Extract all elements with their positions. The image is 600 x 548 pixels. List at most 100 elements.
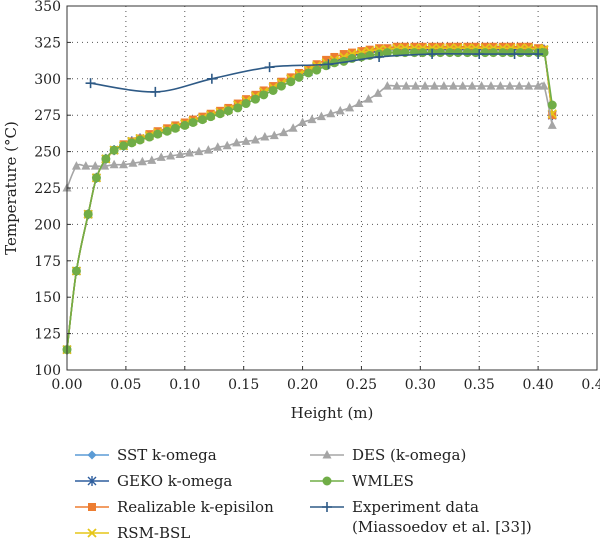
data-point [162, 126, 172, 136]
data-point [241, 136, 251, 145]
legend-item-sst-k-omega: SST k-omega [75, 446, 217, 464]
data-point [213, 142, 223, 151]
data-point [127, 138, 137, 148]
data-point [524, 81, 534, 90]
data-point [524, 42, 533, 51]
data-point [180, 120, 190, 130]
data-point [170, 123, 180, 133]
data-point [316, 111, 326, 121]
data-point [119, 159, 129, 169]
data-point [515, 48, 525, 58]
x-tick-label: 0.15 [228, 377, 259, 393]
data-point [489, 42, 498, 51]
data-point [184, 148, 194, 157]
y-tick-label: 325 [34, 35, 61, 51]
legend-label: SST k-omega [117, 446, 217, 464]
data-point [462, 48, 472, 58]
data-point [188, 117, 198, 127]
data-point [436, 42, 445, 51]
data-point [233, 103, 243, 113]
data-point [539, 48, 549, 58]
y-tick-label: 300 [34, 72, 61, 88]
series-des-k-omega [62, 81, 557, 192]
data-point [269, 130, 279, 140]
data-point [348, 48, 357, 57]
data-point [471, 42, 480, 51]
data-point [445, 48, 455, 58]
legend-marker [88, 503, 96, 511]
data-point [420, 81, 430, 90]
data-point [392, 81, 402, 90]
data-point [326, 108, 336, 118]
data-point [222, 140, 232, 150]
data-point [215, 109, 225, 119]
legend-marker [87, 476, 97, 486]
data-point [458, 81, 468, 90]
data-point [339, 50, 348, 59]
data-point [409, 48, 419, 58]
data-point [83, 209, 93, 219]
data-point [339, 56, 349, 66]
data-point [533, 49, 544, 60]
data-point [429, 81, 439, 90]
legend-label: Realizable k-episilon [117, 498, 274, 516]
legend-item-wmles: WMLES [310, 472, 414, 490]
legend-label: Experiment data (Miassoedov et al. [33]) [352, 498, 532, 536]
data-point [486, 81, 496, 90]
x-tick-label: 0.05 [110, 377, 141, 393]
y-tick-label: 150 [34, 290, 61, 306]
legend-label: RSM-BSL [117, 524, 190, 542]
legend-label: WMLES [352, 472, 414, 490]
series-wmles [62, 47, 557, 355]
data-point [382, 81, 392, 90]
data-point [312, 65, 322, 75]
data-point [279, 127, 289, 137]
data-point [481, 42, 490, 51]
data-point [71, 161, 81, 170]
legend-marker [322, 476, 332, 486]
data-point [498, 42, 507, 51]
data-point [250, 134, 260, 144]
data-point [335, 105, 345, 115]
data-point [374, 51, 385, 62]
data-point [439, 81, 449, 90]
y-tick-label: 225 [34, 181, 61, 197]
legend-label: GEKO k-omega [117, 472, 232, 490]
series-experiment-data-miassoedov-et-al-33 [85, 49, 544, 97]
y-tick-label: 250 [34, 145, 61, 161]
data-point [539, 81, 549, 90]
data-point [514, 81, 524, 90]
data-point [71, 266, 81, 276]
data-point [81, 161, 91, 170]
data-point [480, 48, 490, 58]
x-tick-label: 0.20 [287, 377, 318, 393]
data-point [241, 99, 251, 109]
legend-item-des-k-omega: DES (k-omega) [310, 446, 466, 464]
series-line [66, 43, 554, 350]
data-point [505, 81, 515, 90]
data-point [276, 81, 286, 91]
data-point [135, 135, 145, 145]
data-point [410, 42, 419, 51]
data-point [156, 152, 166, 161]
y-tick-label: 175 [34, 254, 61, 270]
data-point [477, 81, 487, 90]
x-tick-label: 0.30 [405, 377, 436, 393]
data-point [354, 98, 364, 108]
data-point [137, 156, 147, 166]
legend-marker [87, 528, 97, 538]
data-point [467, 81, 477, 90]
data-point [547, 100, 557, 110]
data-point [382, 48, 392, 58]
data-point [454, 42, 463, 51]
data-point [294, 72, 304, 82]
data-point [175, 149, 185, 159]
data-point [448, 81, 458, 90]
legend-label: DES (k-omega) [352, 446, 466, 464]
data-point [232, 137, 242, 147]
series-line [90, 53, 539, 93]
data-point [91, 173, 101, 183]
data-point [194, 146, 204, 156]
data-point [307, 114, 317, 124]
